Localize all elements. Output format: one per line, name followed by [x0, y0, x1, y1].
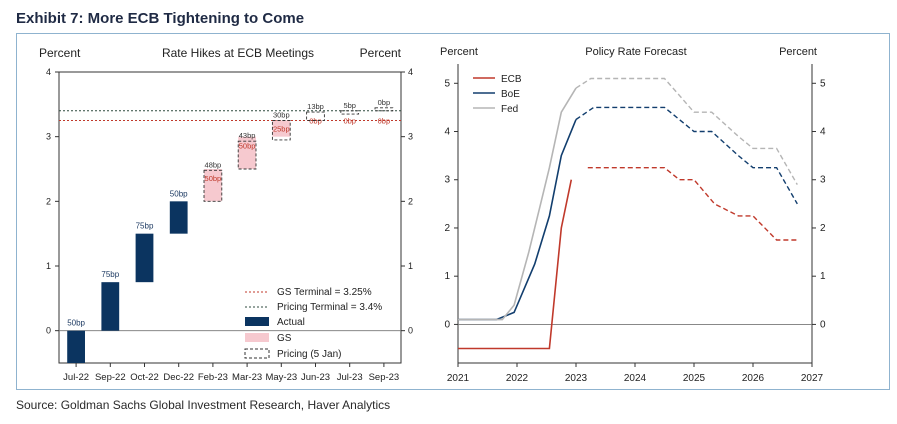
fed-line-actual	[458, 87, 577, 321]
boe-line-actual	[458, 119, 577, 321]
gs-bar	[272, 120, 291, 137]
policy-rate-chart: Policy Rate Forecast Percent Percent 0 0 1 1 2 2…	[440, 46, 826, 384]
fed-line-forecast	[575, 77, 798, 185]
x-tick-label: 2023	[565, 373, 588, 384]
legend-label-gs-terminal: GS Terminal = 3.25%	[277, 287, 372, 298]
pricing-bar	[271, 120, 291, 141]
gs-bar	[204, 169, 222, 202]
actual-bar-label: 50bp	[67, 319, 85, 328]
gs-bar-label: 0bp	[309, 117, 322, 126]
x-tick-label: Sep-23	[369, 372, 400, 383]
legend-label-actual: Actual	[277, 317, 305, 328]
pricing-bar-label: 48bp	[205, 160, 222, 169]
actual-bar	[101, 282, 120, 331]
x-tick-label: Feb-23	[198, 372, 228, 383]
actual-bar	[135, 233, 154, 283]
x-tick-label: Dec-22	[163, 372, 194, 383]
legend-swatch-pricing	[244, 348, 270, 359]
chart-panel: Rate Hikes at ECB Meetings Percent Percent…	[16, 33, 890, 390]
pricing-bar-label: 30bp	[273, 111, 290, 120]
x-tick-label: Jul-22	[63, 372, 89, 383]
pricing-bar	[374, 107, 394, 112]
pricing-bar	[203, 169, 223, 202]
legend-swatch-actual	[245, 317, 269, 326]
y-tick-label-left: 3	[444, 175, 450, 186]
y-tick-label-left: 1	[46, 261, 51, 271]
y-axis-label-left: Percent	[39, 46, 81, 60]
y-tick-label-left: 4	[46, 67, 51, 77]
x-tick-label: 2022	[506, 373, 529, 384]
y-tick-label-right: 2	[820, 223, 826, 234]
chart-title: Policy Rate Forecast	[585, 46, 686, 58]
y-tick-label-left: 1	[444, 271, 450, 282]
y-tick-label-left: 4	[444, 127, 450, 138]
x-tick-label: 2021	[447, 373, 470, 384]
y-tick-label-right: 1	[820, 271, 826, 282]
y-tick-label-right: 4	[820, 127, 826, 138]
pricing-bar	[340, 110, 360, 115]
gs-bar-label: 50bp	[205, 174, 222, 183]
legend-label-boe: BoE	[501, 89, 520, 100]
y-tick-label-right: 1	[408, 261, 413, 271]
source-note: Source: Goldman Sachs Global Investment …	[16, 398, 391, 412]
legend-label-ecb: ECB	[501, 74, 522, 85]
rate-hikes-chart: Rate Hikes at ECB Meetings Percent Percent…	[39, 46, 413, 383]
plot-frame	[58, 71, 402, 364]
actual-bar	[169, 201, 188, 234]
y-tick-label-left: 0	[444, 319, 450, 330]
pricing-bar-label: 5bp	[343, 101, 356, 110]
chart-title: Rate Hikes at ECB Meetings	[162, 46, 314, 60]
ecb-line-actual	[458, 179, 573, 350]
x-tick-label: 2027	[801, 373, 824, 384]
y-tick-label-right: 5	[820, 78, 826, 89]
gs-bar-label: 0bp	[378, 117, 391, 126]
y-tick-label-left: 2	[444, 223, 450, 234]
actual-bar	[67, 330, 85, 363]
ecb-line-forecast	[587, 166, 798, 241]
legend-label-gs: GS	[277, 333, 292, 344]
gs-bar-label: 0bp	[343, 117, 356, 126]
pricing-bar	[237, 140, 257, 170]
boe-line-forecast	[575, 106, 798, 205]
y-tick-label-left: 5	[444, 78, 450, 89]
y-tick-label-left: 2	[46, 196, 51, 206]
legend-label-fed: Fed	[501, 104, 518, 115]
actual-bar-label: 75bp	[101, 270, 119, 279]
x-tick-label: Jul-23	[337, 372, 363, 383]
gs-bar-label: 25bp	[273, 125, 290, 134]
y-tick-label-right: 0	[820, 319, 826, 330]
pricing-bar-label: 43bp	[239, 131, 256, 140]
x-tick-label: 2026	[742, 373, 765, 384]
y-tick-label-left: 3	[46, 132, 51, 142]
x-tick-label: Jun-23	[301, 372, 330, 383]
x-tick-label: 2024	[624, 373, 647, 384]
y-tick-label-left: 0	[46, 326, 51, 336]
y-tick-label-right: 2	[408, 196, 413, 206]
gs-bar-label: 50bp	[239, 142, 256, 151]
actual-bar-label: 50bp	[170, 189, 188, 198]
legend-label-pricing-terminal: Pricing Terminal = 3.4%	[277, 302, 382, 313]
actual-bar-label: 75bp	[136, 222, 154, 231]
exhibit-title: Exhibit 7: More ECB Tightening to Come	[16, 10, 305, 27]
y-axis-label-right: Percent	[360, 46, 402, 60]
x-tick-label: Sep-22	[95, 372, 126, 383]
x-tick-label: May-23	[265, 372, 297, 383]
y-axis-label-left: Percent	[440, 46, 478, 58]
y-tick-label-right: 3	[820, 175, 826, 186]
pricing-bar	[306, 111, 325, 121]
x-tick-label: Oct-22	[130, 372, 159, 383]
pricing-bar-label: 0bp	[378, 98, 391, 107]
y-tick-label-right: 3	[408, 132, 413, 142]
y-tick-label-right: 4	[408, 67, 413, 77]
x-tick-label: 2025	[683, 373, 706, 384]
x-tick-label: Mar-23	[232, 372, 262, 383]
y-axis-label-right: Percent	[779, 46, 817, 58]
y-tick-label-right: 0	[408, 326, 413, 336]
legend-swatch-gs	[245, 333, 269, 342]
pricing-bar-label: 13bp	[307, 102, 324, 111]
gs-bar	[238, 136, 256, 169]
legend-label-pricing: Pricing (5 Jan)	[277, 349, 341, 360]
